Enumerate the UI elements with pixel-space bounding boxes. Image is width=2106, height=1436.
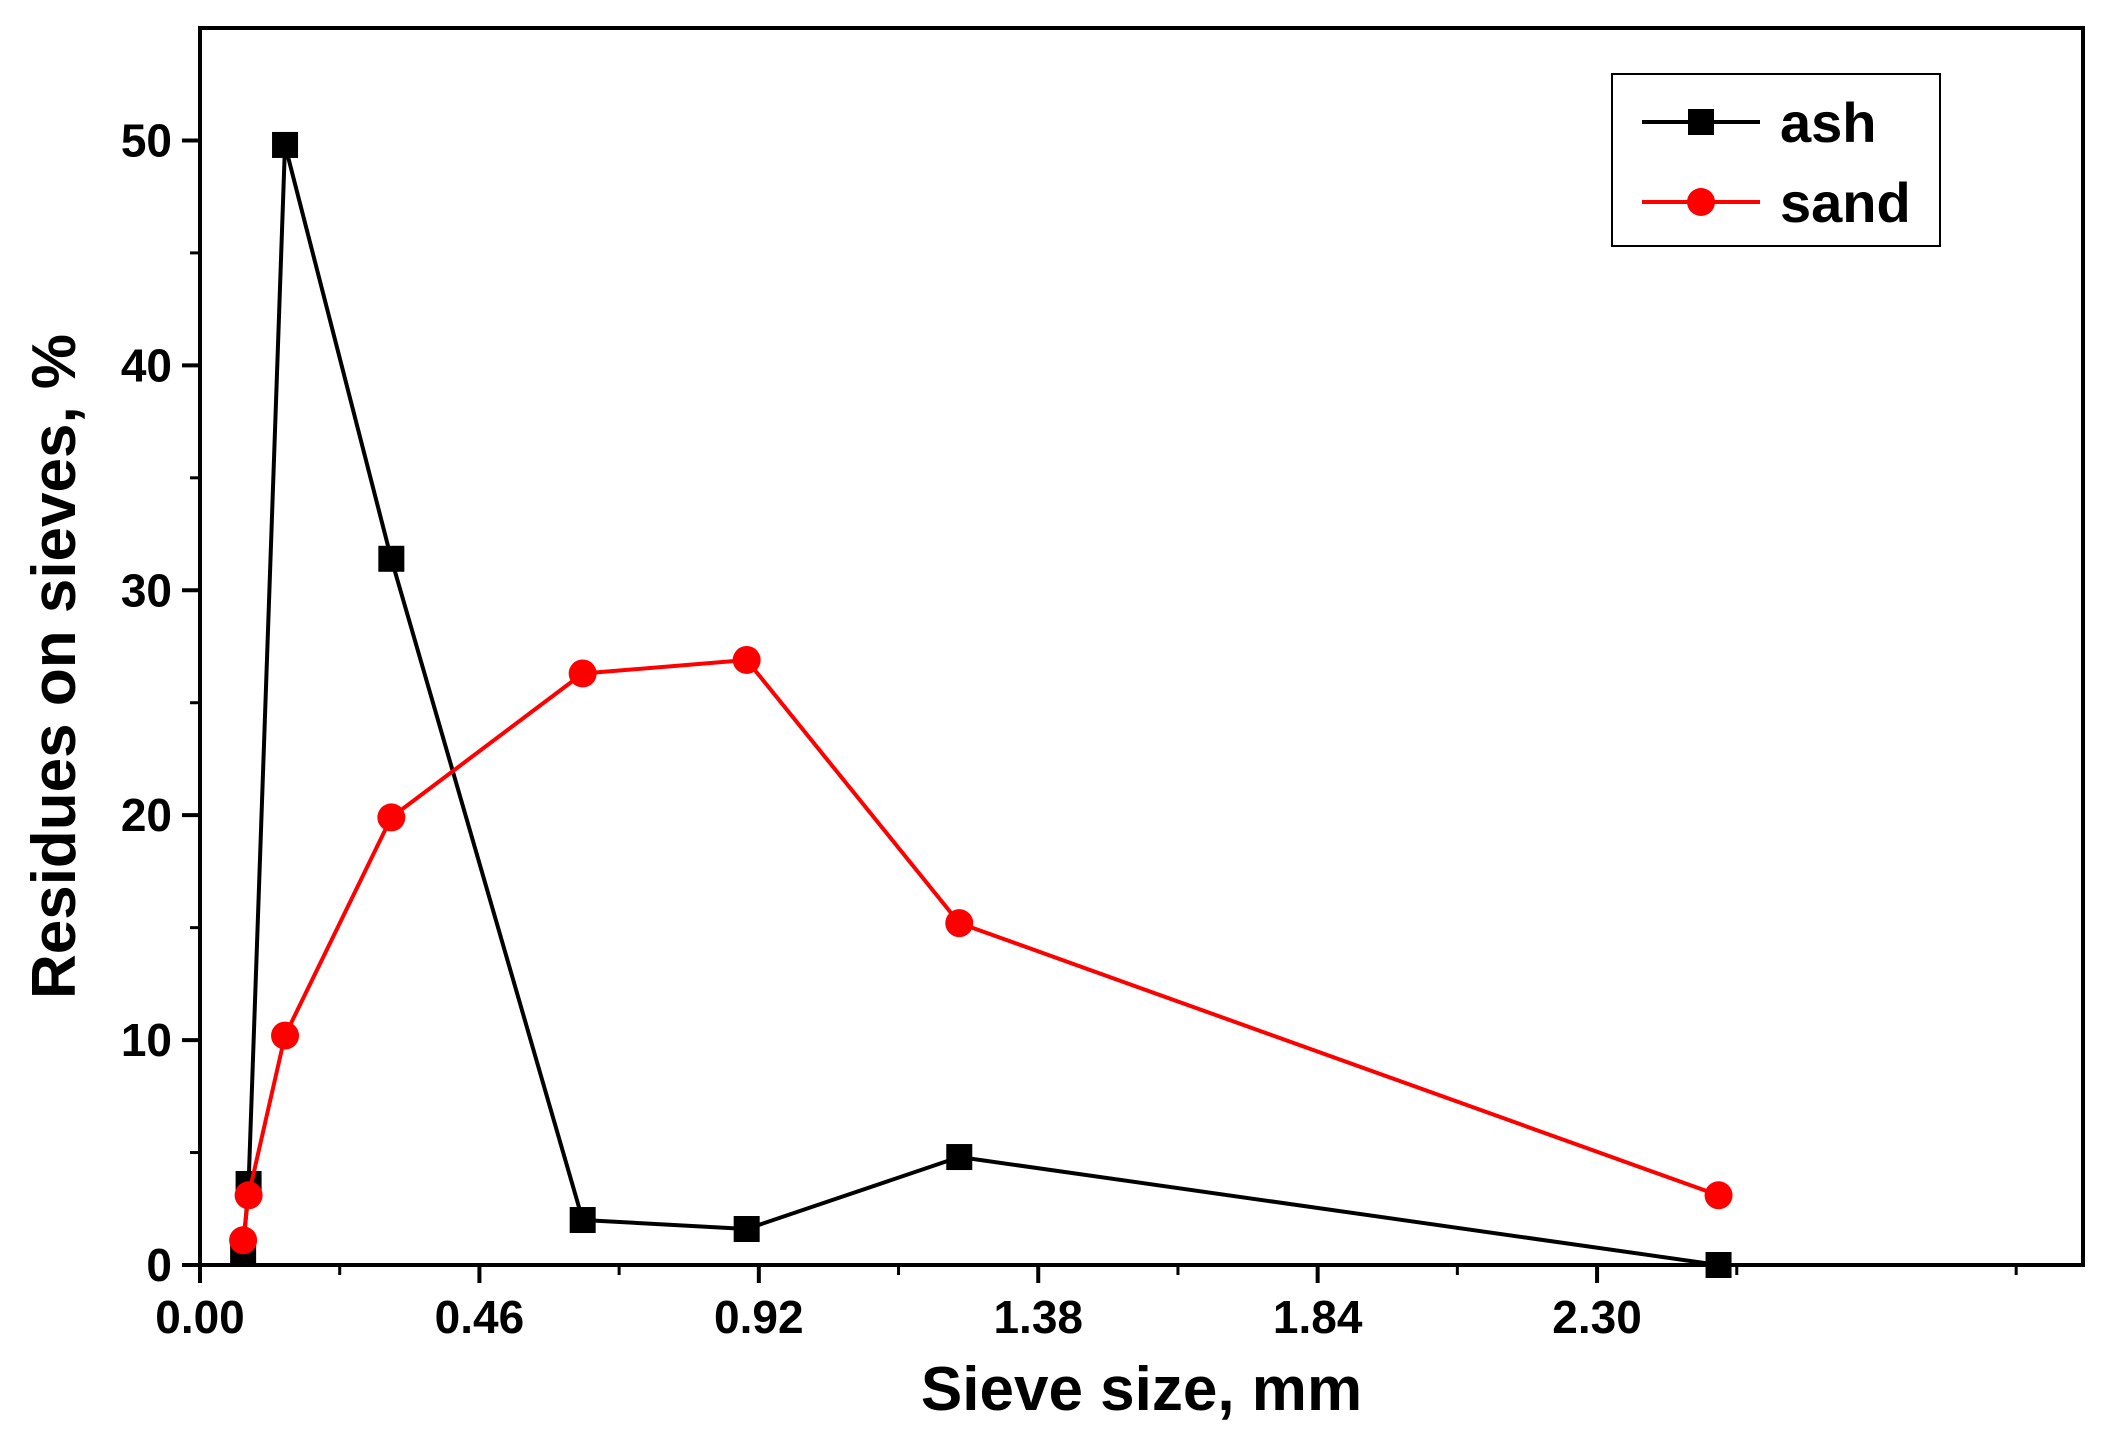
legend-marker	[1687, 188, 1715, 216]
y-tick-label: 20	[121, 789, 172, 841]
data-point-sand	[377, 803, 406, 832]
y-tick-label: 50	[121, 114, 172, 166]
data-point-ash	[378, 545, 405, 572]
x-axis-title: Sieve size, mm	[921, 1355, 1362, 1424]
plot-frame	[198, 26, 2085, 1267]
data-point-sand	[1704, 1181, 1733, 1210]
series-sand	[229, 645, 1733, 1255]
legend-item-ash: ash	[1642, 91, 1877, 154]
series-line-sand	[241, 658, 1720, 1241]
x-tick-label: 0.46	[435, 1291, 525, 1343]
axis-ticks: 0.00 0.46 0.92 1.38 1.84 2.30 0 10 20 30 40 50	[121, 114, 2018, 1343]
data-point-sand	[945, 909, 974, 938]
data-point-ash	[569, 1207, 596, 1234]
y-tick-label: 30	[121, 564, 172, 616]
plot-marks	[229, 131, 1733, 1278]
y-tick-label: 40	[121, 339, 172, 391]
data-point-ash	[946, 1144, 973, 1171]
legend-marker	[1688, 109, 1714, 135]
x-tick-label: 1.38	[993, 1291, 1083, 1343]
legend-box	[1611, 73, 1941, 247]
legend-label-sand: sand	[1780, 171, 1911, 234]
x-tick-label: 1.84	[1273, 1291, 1363, 1343]
data-point-sand	[234, 1181, 263, 1210]
legend-label-ash: ash	[1780, 91, 1877, 154]
legend: ash sand	[1611, 73, 1941, 247]
y-axis-title: Residues on sieves, %	[20, 334, 89, 999]
data-point-sand	[732, 645, 761, 674]
legend-item-sand: sand	[1642, 171, 1911, 234]
data-point-sand	[271, 1021, 300, 1050]
data-point-sand	[568, 659, 597, 688]
series-line-ash	[241, 143, 1719, 1267]
y-tick-label: 0	[146, 1239, 172, 1291]
data-point-sand	[229, 1226, 258, 1255]
x-tick-label: 0.92	[714, 1291, 804, 1343]
data-point-ash	[272, 131, 299, 158]
y-tick-label: 10	[121, 1014, 172, 1066]
data-point-ash	[733, 1216, 760, 1243]
x-tick-label: 2.30	[1552, 1291, 1642, 1343]
x-tick-label: 0.00	[155, 1291, 245, 1343]
